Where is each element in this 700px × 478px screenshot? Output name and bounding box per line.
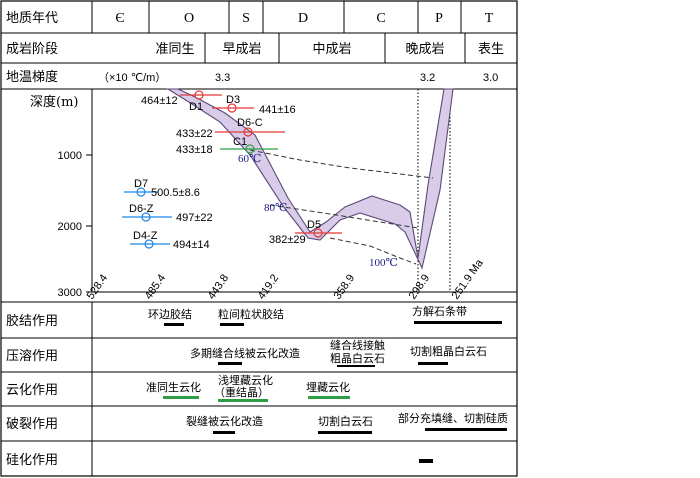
dolomitize-header: 云化作用 [6, 383, 58, 398]
age-tick-485: 485.4 [143, 272, 169, 301]
silicify-header: 硅化作用 [6, 453, 58, 468]
sample-d4z-id: D4-Z [133, 230, 158, 242]
pressure-stylolite-bar [218, 362, 242, 365]
age-tick-528: 528.4 [85, 272, 111, 301]
stage-late: 晚成岩 [405, 42, 444, 57]
sample-c1-marker [220, 144, 278, 154]
dolomitize-shallow-label: 浅埋藏云化 [218, 373, 273, 387]
era-header: 地质年代 [6, 11, 58, 26]
isotherm-60-line [249, 149, 434, 179]
burial-plot: 1000 2000 3000 60℃ 80℃ 100℃ [58, 88, 517, 302]
stage-middle: 中成岩 [312, 42, 351, 57]
isotherm-80-line [269, 204, 419, 229]
burial-history-band [166, 88, 454, 270]
fracture-header: 破裂作用 [6, 417, 58, 432]
gradient-value-1: 3.3 [215, 72, 230, 84]
sample-d4z-marker [130, 239, 170, 249]
era-permian: P [435, 11, 443, 26]
fracture-dol-label: 裂缝被云化改造 [186, 414, 263, 428]
depth-header: 深度(m) [30, 94, 78, 110]
dolomitize-burial-label: 埋藏云化 [306, 380, 350, 394]
depth-tick-2000: 2000 [58, 221, 82, 233]
age-tick-419: 419.2 [256, 272, 282, 301]
cement-rim-label: 环边胶结 [148, 307, 192, 321]
sample-d4z-age: 494±14 [173, 239, 210, 251]
pressure-stylolite-label: 多期缝合线被云化改造 [190, 346, 300, 360]
era-cambrian: Є [115, 11, 124, 26]
stage-syngenetic: 准同生 [155, 42, 194, 57]
sample-d1-age: 464±12 [141, 95, 178, 107]
gradient-unit: （×10 ℃/m） [98, 71, 166, 84]
fracture-cut-bar [318, 431, 372, 434]
sample-d6c-marker [215, 127, 285, 137]
isotherm-60-label: 60℃ [238, 153, 261, 165]
dolomitize-recryst-label: （重结晶） [214, 385, 269, 399]
sample-d5-age: 382±29 [269, 234, 306, 246]
age-tick-358: 358.9 [332, 272, 358, 301]
dolomitize-shallow-bar [218, 399, 268, 402]
pressure-contact-label: 缝合线接触 [330, 338, 385, 352]
age-tick-443: 443.8 [206, 272, 232, 301]
sample-d6z-marker [122, 212, 172, 222]
sample-d6c-id: D6-C [237, 117, 263, 129]
era-silurian: S [242, 11, 250, 26]
stage-header: 成岩阶段 [6, 42, 58, 57]
sample-d5-id: D5 [307, 219, 321, 231]
fracture-fill-label: 部分充填缝、切割硅质 [398, 411, 508, 425]
sample-d3-marker [212, 103, 254, 113]
sample-c1-age: 433±18 [176, 144, 213, 156]
pressure-contact-bar [337, 365, 375, 367]
table-grid [0, 0, 518, 477]
era-triassic: T [485, 11, 494, 26]
pressure-coarse-label: 粗晶白云石 [330, 351, 385, 365]
gradient-header: 地温梯度 [6, 69, 58, 85]
cement-granular-bar [220, 323, 244, 326]
depth-tick-1000: 1000 [58, 150, 82, 162]
isotherm-100-label: 100℃ [369, 257, 398, 269]
gradient-value-3: 3.0 [483, 72, 498, 84]
sample-d7-age: 500.5±8.6 [151, 187, 200, 199]
stage-early: 早成岩 [222, 42, 261, 57]
depth-tick-3000: 3000 [58, 287, 82, 299]
silicify-bar [419, 459, 433, 463]
isotherm-80-label: 80℃ [264, 202, 287, 214]
fracture-cut-label: 切割白云石 [318, 414, 373, 428]
dolomitize-burial-bar [308, 396, 350, 399]
cement-rim-bar [164, 323, 184, 326]
cement-granular-label: 粒间粒状胶结 [218, 307, 284, 321]
sample-d7-id: D7 [134, 178, 148, 190]
gradient-value-2: 3.2 [420, 72, 435, 84]
sample-d6z-age: 497±22 [176, 212, 213, 224]
dolomitize-syn-label: 准同生云化 [146, 380, 201, 394]
pressure-header: 压溶作用 [6, 349, 58, 364]
dolomitize-syn-bar [163, 396, 199, 399]
isotherm-100-line [329, 237, 417, 265]
sample-d7-marker [124, 187, 158, 197]
pressure-cut-label: 切割粗晶白云石 [410, 344, 487, 358]
era-carboniferous: C [376, 11, 385, 26]
sample-d6z-id: D6-Z [129, 203, 154, 215]
cement-calcite-bar [414, 321, 502, 324]
age-tick-251: 251.9 Ma [450, 257, 487, 302]
sample-d5-marker [295, 228, 342, 238]
sample-d3-id: D3 [226, 94, 240, 106]
fracture-fill-bar [425, 428, 507, 431]
sample-c1-id: C1 [233, 136, 247, 148]
stage-supergene: 表生 [478, 42, 504, 57]
cement-header: 胶结作用 [6, 313, 58, 329]
sample-d3-age: 441±16 [259, 104, 296, 116]
fracture-dol-bar [213, 431, 235, 434]
sample-d1-id: D1 [189, 101, 203, 113]
era-devonian: D [298, 11, 308, 26]
pressure-cut-bar [418, 362, 448, 365]
cement-calcite-label: 方解石条带 [412, 304, 467, 318]
sample-d6c-age: 433±22 [176, 128, 213, 140]
sample-d1-marker [180, 90, 222, 100]
age-tick-298: 298.9 [407, 272, 433, 301]
era-ordovician: O [184, 11, 194, 26]
